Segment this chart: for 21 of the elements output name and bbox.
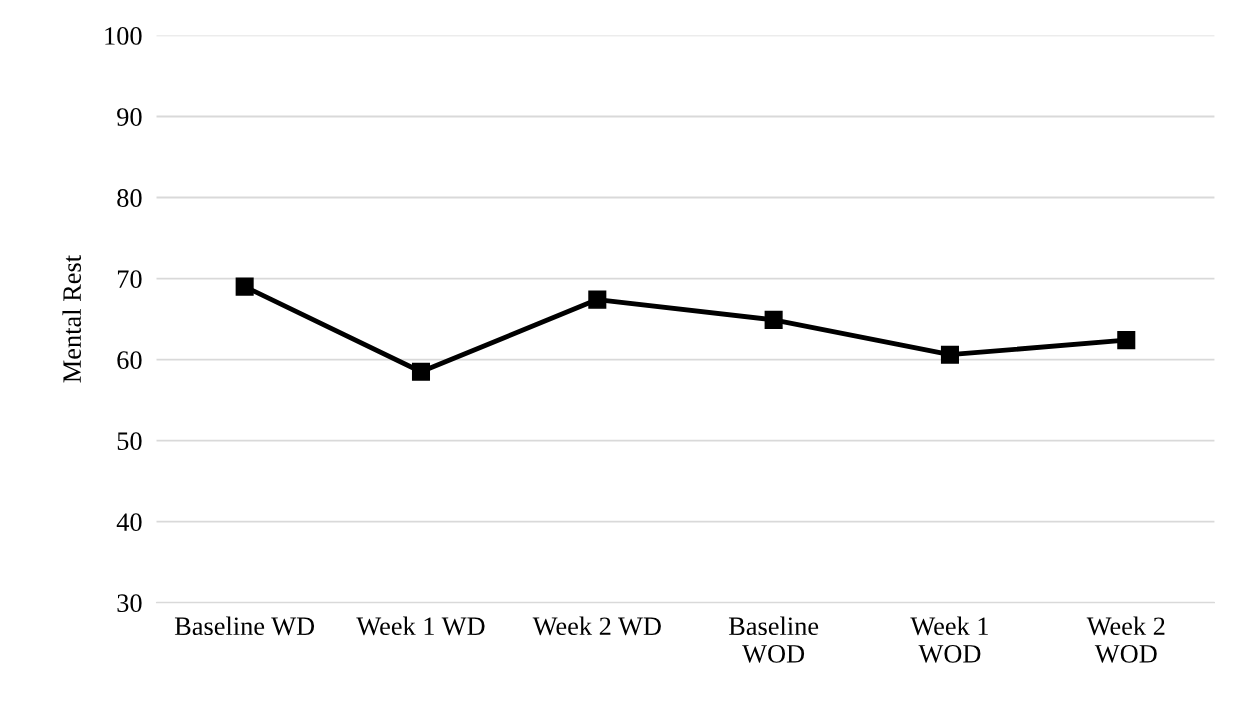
y-axis-title: Mental Rest bbox=[62, 255, 81, 383]
point bbox=[940, 345, 959, 364]
x-tick-label: Baseline WOD bbox=[728, 616, 819, 663]
point bbox=[411, 362, 431, 381]
y-tick-label: 30 bbox=[117, 594, 142, 613]
y-tick-label: 80 bbox=[117, 189, 142, 207]
x-tick-label: Week 1 WD bbox=[356, 616, 485, 636]
point bbox=[235, 277, 254, 296]
x-tick-label: Week 2 WD bbox=[532, 616, 661, 636]
x-tick-label: Week 1 WOD bbox=[910, 616, 988, 663]
y-tick-label: 70 bbox=[117, 270, 142, 288]
y-tick-label: 90 bbox=[117, 108, 142, 126]
x-tick-label: Baseline WD bbox=[174, 616, 315, 636]
y-tick-label: 40 bbox=[116, 513, 142, 532]
point bbox=[1117, 331, 1136, 350]
y-tick-label: 100 bbox=[105, 27, 142, 45]
y-tick-label: 60 bbox=[117, 351, 142, 369]
point bbox=[764, 310, 783, 329]
y-tick-label: 50 bbox=[117, 432, 142, 451]
point bbox=[588, 290, 607, 309]
x-tick-label: Week 2 WOD bbox=[1086, 616, 1165, 663]
